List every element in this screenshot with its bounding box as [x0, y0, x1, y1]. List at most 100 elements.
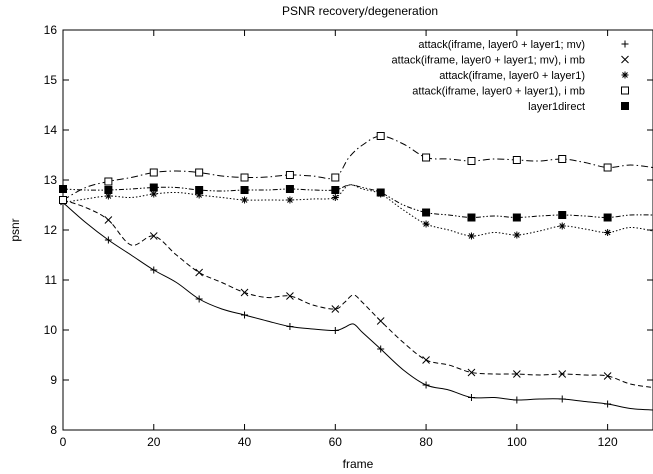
- y-tick-label: 8: [50, 423, 57, 437]
- series-marker: [467, 232, 475, 240]
- series-marker: [558, 222, 566, 230]
- series-marker: [59, 185, 67, 193]
- series-marker: [422, 381, 430, 389]
- y-tick-label: 10: [44, 323, 58, 337]
- x-tick-label: 120: [598, 435, 618, 449]
- y-axis-title: psnr: [8, 218, 22, 241]
- y-tick-label: 12: [44, 223, 58, 237]
- y-tick-label: 14: [44, 123, 58, 137]
- chart-title: PSNR recovery/degeneration: [282, 4, 438, 18]
- series-marker: [286, 323, 294, 330]
- y-tick-label: 15: [44, 73, 58, 87]
- series-marker: [467, 157, 476, 165]
- series-marker: [286, 292, 294, 300]
- series-marker: [512, 370, 521, 378]
- series-marker: [104, 236, 112, 244]
- series-marker: [376, 132, 385, 140]
- series-marker: [331, 173, 340, 182]
- series-marker: [149, 168, 158, 177]
- series-marker: [558, 211, 567, 219]
- series-marker: [331, 186, 340, 194]
- series-marker: [104, 192, 112, 200]
- series-line: [62, 202, 653, 411]
- series-marker: [59, 196, 67, 204]
- series-marker: [150, 190, 158, 198]
- series-marker: [150, 266, 158, 274]
- series-marker: [241, 311, 249, 319]
- series-marker: [422, 208, 431, 217]
- series-marker: [331, 305, 340, 313]
- series-line: [62, 135, 653, 201]
- series-4: [59, 132, 653, 204]
- series-marker: [104, 177, 113, 186]
- y-tick-label: 9: [50, 373, 57, 387]
- series-2: [59, 196, 653, 388]
- series-1: [59, 199, 653, 411]
- series-5: [59, 183, 653, 222]
- series-marker: [604, 229, 612, 236]
- y-tick-label: 13: [44, 173, 58, 187]
- series-marker: [512, 156, 521, 164]
- legend-marker: [621, 55, 629, 64]
- legend-marker: [621, 86, 629, 95]
- series-marker: [422, 153, 431, 162]
- x-axis-title: frame: [343, 457, 374, 471]
- y-tick-label: 16: [44, 23, 58, 37]
- series-marker: [467, 213, 476, 222]
- x-tick-label: 60: [329, 435, 343, 449]
- legend-label: layer1direct: [528, 101, 585, 113]
- axis-ticks: 0 20 40 60 80 100 120 8 9 10 11 12 13 14 15 16: [44, 23, 653, 449]
- series-marker: [422, 220, 430, 228]
- series-marker: [195, 191, 203, 199]
- series-layer: [59, 132, 653, 411]
- x-tick-label: 100: [507, 435, 527, 449]
- x-tick-label: 20: [147, 435, 161, 449]
- series-marker: [513, 231, 521, 239]
- legend-marker: [621, 102, 629, 110]
- series-marker: [558, 155, 567, 163]
- legend-marker: [621, 71, 629, 79]
- legend-label: attack(iframe, layer0 + layer1; mv): [418, 39, 585, 51]
- legend-label: attack(iframe, layer0 + layer1): [439, 70, 585, 82]
- series-marker: [422, 356, 430, 364]
- series-marker: [603, 163, 612, 172]
- series-marker: [195, 186, 204, 194]
- legend: attack(iframe, layer0 + layer1; mv) attac…: [392, 39, 629, 113]
- series-marker: [104, 186, 113, 194]
- x-tick-label: 80: [419, 435, 433, 449]
- series-marker: [285, 185, 294, 193]
- series-marker: [558, 370, 567, 378]
- series-marker: [195, 268, 204, 277]
- series-marker: [149, 232, 158, 240]
- series-marker: [104, 216, 113, 224]
- series-marker: [513, 396, 521, 404]
- series-marker: [195, 168, 204, 177]
- x-tick-label: 0: [60, 435, 67, 449]
- series-marker: [376, 188, 385, 197]
- series-marker: [377, 345, 385, 353]
- series-marker: [285, 171, 294, 179]
- series-marker: [240, 288, 249, 297]
- series-marker: [240, 173, 249, 182]
- series-marker: [558, 395, 566, 403]
- series-marker: [604, 400, 612, 408]
- series-marker: [331, 327, 339, 334]
- x-tick-label: 40: [238, 435, 252, 449]
- series-marker: [286, 196, 294, 204]
- series-marker: [240, 186, 249, 194]
- legend-label: attack(iframe, layer0 + layer1), i mb: [412, 86, 585, 98]
- series-line: [62, 184, 653, 237]
- series-marker: [512, 213, 521, 222]
- series-marker: [331, 194, 339, 201]
- y-tick-label: 11: [45, 273, 58, 287]
- series-marker: [467, 368, 476, 377]
- series-marker: [241, 196, 249, 204]
- series-line: [62, 199, 653, 388]
- legend-label: attack(iframe, layer0 + layer1; mv), i m…: [392, 55, 585, 67]
- series-marker: [603, 213, 612, 222]
- series-marker: [195, 295, 203, 303]
- legend-marker: [621, 40, 629, 48]
- series-marker: [376, 317, 385, 325]
- series-marker: [603, 372, 612, 380]
